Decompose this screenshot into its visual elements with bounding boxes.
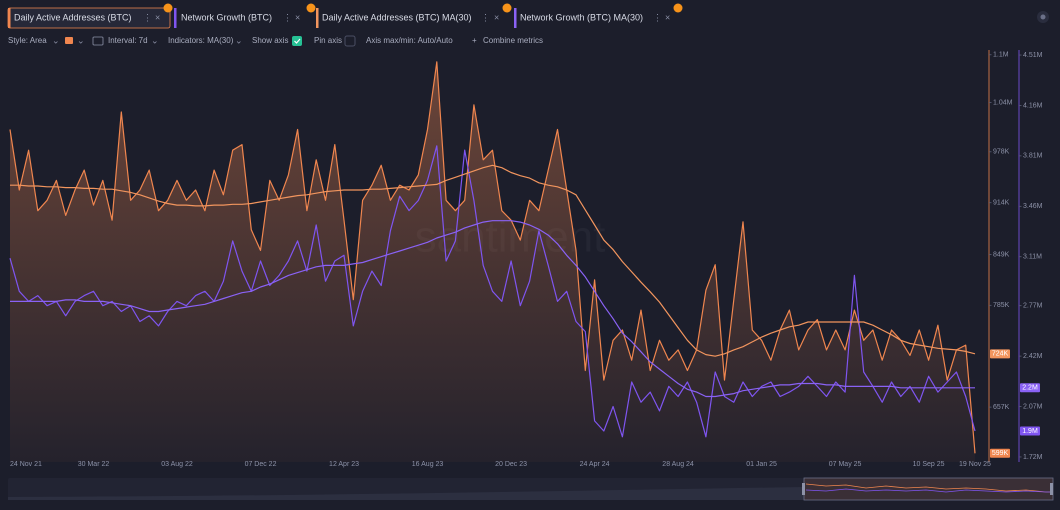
y-tick-label: 914K <box>993 200 1010 207</box>
x-tick-label: 07 Dec 22 <box>245 461 277 468</box>
series-line <box>9 61 976 454</box>
combine-metrics[interactable]: Combine metrics <box>483 36 543 45</box>
last-value-label: 599K <box>992 450 1009 457</box>
y-tick-label: 2.77M <box>1023 303 1043 310</box>
last-value-label: 724K <box>992 351 1009 358</box>
navigator-handle[interactable] <box>1050 483 1053 495</box>
navigator <box>8 477 1054 501</box>
x-tick-label: 19 Nov 25 <box>959 461 991 468</box>
color-picker[interactable] <box>65 37 73 44</box>
y-tick-label: 1.04M <box>993 99 1013 106</box>
tab-menu[interactable]: ⋮ <box>653 12 662 22</box>
y-tick-label: 849K <box>993 251 1010 258</box>
checkmark <box>294 38 301 44</box>
settings-icon <box>1040 14 1046 20</box>
x-tick-label: 07 May 25 <box>829 461 862 468</box>
btc-badge <box>306 3 316 13</box>
area-fill <box>10 61 975 463</box>
tab-close[interactable]: × <box>155 12 160 22</box>
navigator-window[interactable] <box>803 477 1054 501</box>
y-tick-label: 3.81M <box>1023 153 1043 160</box>
x-tick-label: 28 Aug 24 <box>662 461 694 468</box>
pin-axis-checkbox[interactable] <box>344 35 356 47</box>
btc-badge <box>163 3 173 13</box>
chevron: ⌄ <box>151 35 159 45</box>
y-tick-label: 2.07M <box>1023 403 1043 410</box>
series-line <box>10 220 975 398</box>
y-tick-label: 3.11M <box>1023 254 1042 261</box>
tab-color <box>8 8 11 28</box>
tab-menu[interactable]: ⋮ <box>481 12 490 22</box>
btc-badge <box>673 3 683 13</box>
x-tick-label: 03 Aug 22 <box>161 461 193 468</box>
tab-label[interactable]: Daily Active Addresses (BTC) MA(30) <box>322 12 472 22</box>
tab-close[interactable]: × <box>494 12 499 22</box>
y-tick-label: 4.51M <box>1023 52 1043 59</box>
y-tick-label: 1.1M <box>993 52 1009 59</box>
show-axis-checkbox[interactable] <box>292 36 302 46</box>
axis-minmax[interactable]: Axis max/min: Auto/Auto <box>366 36 453 45</box>
tab-label[interactable]: Daily Active Addresses (BTC) <box>14 12 132 22</box>
tab-color <box>514 8 517 28</box>
y-tick-label: 1.72M <box>1023 454 1043 461</box>
chevron: ⌄ <box>52 35 60 45</box>
last-value-label: 1.9M <box>1022 428 1038 435</box>
last-value-badge <box>990 448 1010 458</box>
x-tick-label: 10 Sep 25 <box>913 461 945 468</box>
navigator-line <box>805 483 1051 493</box>
last-value-badge <box>1020 426 1040 436</box>
navigator-shape <box>8 487 804 500</box>
y-tick-label: 785K <box>993 302 1010 309</box>
x-tick-label: 01 Jan 25 <box>746 461 777 468</box>
style-select[interactable]: Style: Area <box>8 36 47 45</box>
y-tick-label: 2.42M <box>1023 353 1043 360</box>
x-tick-label: 20 Dec 23 <box>495 461 527 468</box>
last-value-badge <box>990 349 1010 359</box>
chevron: ⌄ <box>235 35 243 45</box>
x-tick-label: 30 Mar 22 <box>78 461 110 468</box>
x-tick-label: 24 Nov 21 <box>10 461 42 468</box>
tab-color <box>174 8 177 28</box>
calendar-icon <box>92 36 104 46</box>
series-line <box>10 164 976 357</box>
navigator-line <box>805 488 1051 493</box>
interval-select[interactable]: Interval: 7d <box>108 36 148 45</box>
x-tick-label: 24 Apr 24 <box>580 461 610 468</box>
tab-menu[interactable]: ⋮ <box>143 12 152 22</box>
pin-axis-label: Pin axis <box>314 36 342 45</box>
y-tick-label: 3.46M <box>1023 203 1043 210</box>
toolbar: Style: Area ⌄ ⌄ Interval: 7d ⌄ Indicator… <box>8 35 543 47</box>
tab-close[interactable]: × <box>665 12 670 22</box>
plot-area <box>9 61 976 463</box>
x-tick-label: 16 Aug 23 <box>412 461 444 468</box>
tab-label[interactable]: Network Growth (BTC) MA(30) <box>520 12 643 22</box>
tab-label[interactable]: Network Growth (BTC) <box>181 12 272 22</box>
y-tick-label: 657K <box>993 404 1010 411</box>
chevron: ⌄ <box>77 35 85 45</box>
tab-menu[interactable]: ⋮ <box>283 12 292 22</box>
indicators-select[interactable]: Indicators: MA(30) <box>168 36 234 45</box>
x-tick-label: 12 Apr 23 <box>329 461 359 468</box>
navigator-handle[interactable] <box>802 483 805 495</box>
tab-bar: Daily Active Addresses (BTC) ⋮ × Network… <box>7 3 1049 29</box>
y-tick-label: 4.16M <box>1023 102 1043 109</box>
last-value-label: 2.2M <box>1022 385 1038 392</box>
last-value-badge <box>1020 383 1040 393</box>
show-axis-label: Show axis <box>252 36 288 45</box>
tab-close[interactable]: × <box>295 12 300 22</box>
axes: 1.1M 1.04M 978K 914K 849K 785K 657K 4.51M 4.16M 3… <box>10 50 1043 468</box>
btc-badge <box>502 3 512 13</box>
tab-color <box>316 8 319 28</box>
plus-icon: + <box>472 36 477 45</box>
y-tick-label: 978K <box>993 149 1010 156</box>
